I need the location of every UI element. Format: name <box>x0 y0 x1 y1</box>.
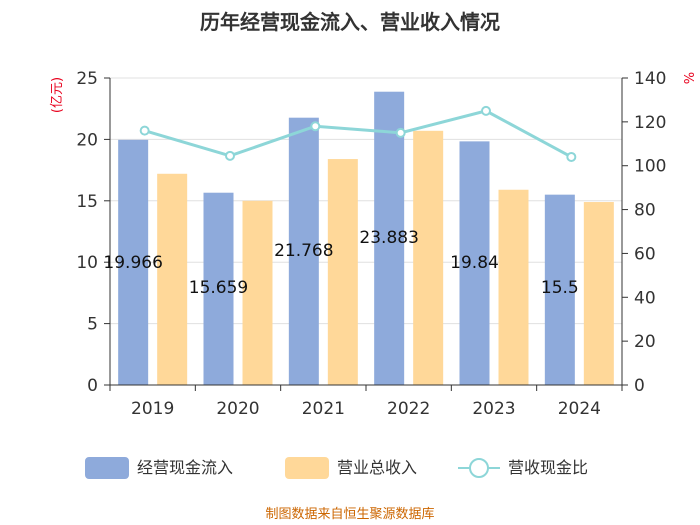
bar-value-label: 15.5 <box>541 278 579 298</box>
bar-revenue <box>327 159 358 385</box>
bar-cash-inflow <box>459 141 490 385</box>
x-tick-label: 2019 <box>131 399 174 419</box>
bar-value-label: 19.84 <box>450 253 499 273</box>
bar-revenue <box>242 200 273 385</box>
x-tick-label: 2023 <box>472 399 515 419</box>
bar-cash-inflow <box>374 91 405 385</box>
legend-label-ratio: 营收现金比 <box>508 458 588 477</box>
right-tick-label: 20 <box>634 332 656 352</box>
bars <box>118 91 614 385</box>
chart-title: 历年经营现金流入、营业收入情况 <box>200 10 500 34</box>
bar-cash-inflow <box>288 117 319 385</box>
legend-swatch-cash-inflow <box>85 457 129 479</box>
ratio-line <box>139 105 577 162</box>
axes: 0 5 10 15 20 25 0 20 40 60 80 100 120 140 2019 2020 2021… <box>76 69 666 419</box>
bar-revenue <box>583 202 614 385</box>
bar-revenue <box>498 189 529 385</box>
legend-swatch-ratio-marker <box>469 458 489 478</box>
ratio-line-path <box>144 109 573 159</box>
bar-value-label: 23.883 <box>359 228 418 248</box>
bar-value-label: 21.768 <box>274 241 333 261</box>
bar-cash-inflow <box>544 194 575 385</box>
right-tick-label: 120 <box>634 113 666 133</box>
bar-cash-inflow <box>118 139 149 385</box>
legend: 经营现金流入 营业总收入 营收现金比 <box>85 457 588 479</box>
data-labels: 19.966 15.659 21.768 23.883 19.84 15.5 <box>103 228 578 298</box>
bar-revenue <box>413 130 444 385</box>
source-note: 制图数据来自恒生聚源数据库 <box>265 506 434 522</box>
left-tick-label: 0 <box>87 376 98 396</box>
bar-value-label: 19.966 <box>103 253 162 273</box>
ratio-point <box>139 125 150 136</box>
ratio-point <box>310 121 321 132</box>
legend-label-cash-inflow: 经营现金流入 <box>137 458 233 477</box>
ratio-point <box>395 127 406 138</box>
left-tick-label: 10 <box>76 253 98 273</box>
left-tick-label: 25 <box>76 69 98 89</box>
right-tick-label: 100 <box>634 157 666 177</box>
x-tick-label: 2022 <box>387 399 430 419</box>
x-tick-label: 2020 <box>216 399 259 419</box>
right-tick-label: 80 <box>634 201 656 221</box>
x-tick-label: 2021 <box>302 399 345 419</box>
bar-cash-inflow <box>203 192 234 385</box>
legend-label-revenue: 营业总收入 <box>337 458 417 477</box>
ratio-point <box>481 105 491 116</box>
right-tick-label: 0 <box>634 376 645 396</box>
x-tick-label: 2024 <box>558 399 601 419</box>
right-tick-label: 140 <box>634 69 666 89</box>
right-tick-label: 60 <box>634 244 656 264</box>
left-tick-label: 20 <box>76 130 98 150</box>
right-axis-unit: % <box>680 72 695 84</box>
ratio-point <box>566 151 577 162</box>
left-axis-unit: (亿元) <box>50 77 65 113</box>
ratio-point <box>225 150 235 161</box>
legend-swatch-revenue <box>285 457 329 479</box>
right-tick-label: 40 <box>634 288 656 308</box>
bar-value-label: 15.659 <box>189 278 248 298</box>
left-tick-label: 5 <box>87 315 98 335</box>
left-tick-label: 15 <box>76 192 98 212</box>
bar-revenue <box>157 173 188 385</box>
